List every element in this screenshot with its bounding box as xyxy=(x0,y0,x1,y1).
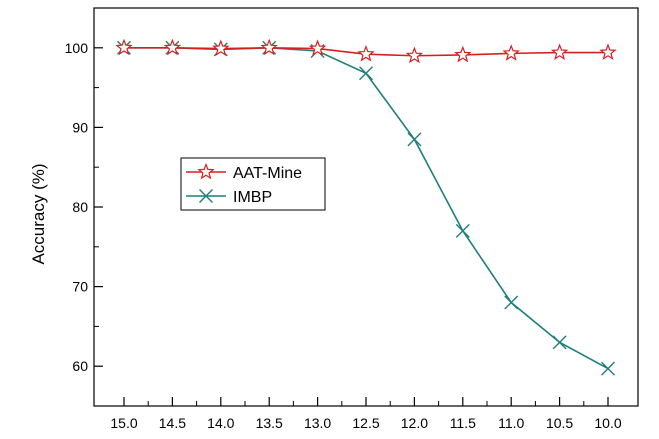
data-point-aat-mine xyxy=(599,43,617,60)
y-tick-label: 80 xyxy=(72,199,88,215)
x-tick-label: 13.5 xyxy=(256,415,283,431)
data-point-aat-mine xyxy=(550,43,569,60)
legend-swatch-marker xyxy=(197,162,215,180)
x-marker-stroke xyxy=(407,132,422,147)
y-axis-title: Accuracy (%) xyxy=(29,163,48,264)
data-point-imbp xyxy=(552,335,567,350)
data-point-aat-mine xyxy=(454,45,472,63)
x-tick-label: 14.5 xyxy=(159,415,186,431)
data-point-aat-mine xyxy=(115,38,133,56)
legend: AAT-Mine IMBP xyxy=(180,157,326,211)
x-marker-stroke xyxy=(601,361,615,376)
x-tick-label: 15.0 xyxy=(110,415,137,431)
x-tick-label: 10.0 xyxy=(594,415,621,431)
data-point-aat-mine xyxy=(405,46,424,64)
data-point-aat-mine xyxy=(308,39,327,57)
legend-label: IMBP xyxy=(233,189,272,206)
data-point-imbp xyxy=(504,295,519,310)
legend-item-imbp: IMBP xyxy=(186,189,272,206)
series-layer xyxy=(115,38,617,376)
series-aat-mine xyxy=(115,38,617,64)
data-point-aat-mine xyxy=(163,38,182,56)
x-tick-label: 11.0 xyxy=(498,415,524,431)
y-tick-label: 70 xyxy=(72,279,88,295)
x-tick-label: 12.5 xyxy=(352,415,379,431)
data-point-imbp xyxy=(455,223,470,238)
data-point-aat-mine xyxy=(357,44,375,62)
x-marker-stroke xyxy=(455,223,470,238)
x-tick-label: 11.5 xyxy=(450,415,476,431)
y-tick-label: 60 xyxy=(72,358,88,374)
x-marker-stroke xyxy=(199,189,213,203)
axes-layer: 60 70 80 90 100 15.0 14.5 14.0 13.5 13.0 12.5 12.0 1… xyxy=(65,40,622,431)
legend-item-aat-mine: AAT-Mine xyxy=(186,162,302,182)
x-tick-label: 12.0 xyxy=(401,415,428,431)
x-tick-label: 14.0 xyxy=(207,415,234,431)
legend-label: AAT-Mine xyxy=(233,165,302,182)
data-point-imbp xyxy=(359,66,373,81)
legend-swatch-marker xyxy=(199,189,213,203)
data-point-aat-mine xyxy=(212,39,230,57)
x-marker-stroke xyxy=(504,295,519,310)
x-marker-stroke xyxy=(359,66,373,81)
x-marker-stroke xyxy=(552,335,567,350)
data-point-imbp xyxy=(407,132,422,147)
data-point-imbp xyxy=(601,361,615,376)
x-tick-label: 13.0 xyxy=(304,415,331,431)
x-tick-label: 10.5 xyxy=(546,415,573,431)
data-point-aat-mine xyxy=(260,38,278,56)
y-tick-label: 100 xyxy=(65,40,89,56)
data-point-aat-mine xyxy=(502,44,520,61)
y-tick-label: 90 xyxy=(72,119,88,135)
